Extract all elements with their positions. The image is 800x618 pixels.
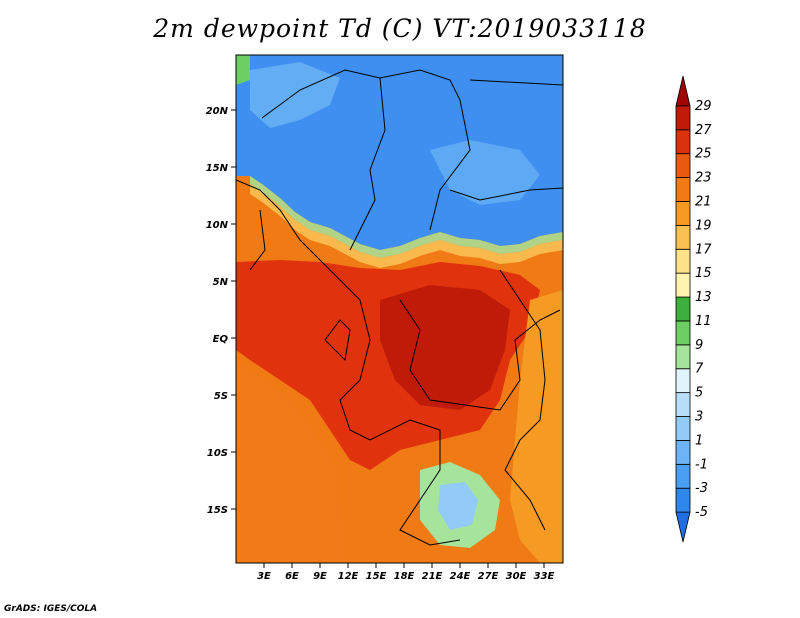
colorbar-swatch	[675, 487, 691, 513]
lat-label: 5N	[213, 277, 229, 288]
colorbar-label: -1	[695, 457, 708, 472]
lon-label: 21E	[422, 571, 443, 582]
lon-label: 6E	[285, 571, 299, 582]
colorbar-swatch	[675, 511, 691, 543]
country-borders	[236, 69, 563, 546]
border-line	[469, 79, 563, 86]
lon-label: 12E	[338, 571, 359, 582]
dry-region-paleblue-2	[430, 140, 540, 205]
border-line	[324, 319, 351, 362]
border-line	[249, 209, 266, 271]
lat-label: 15S	[207, 505, 228, 516]
colorbar-label: 3	[695, 410, 703, 425]
border-line	[399, 299, 561, 411]
colorbar-label: 5	[695, 386, 703, 401]
colorbar-label: 21	[695, 194, 712, 209]
lon-label: 24E	[450, 571, 471, 582]
lon-label: 3E	[257, 571, 271, 582]
colorbar-swatch	[675, 248, 691, 274]
colorbar-label: 29	[695, 99, 712, 114]
southern-dry-core	[438, 482, 478, 530]
colorbar-label: 15	[695, 266, 712, 281]
lat-label: 15N	[206, 163, 229, 174]
colorbar-label: 7	[695, 362, 704, 377]
lon-label: 15E	[366, 571, 387, 582]
colorbar-label: 25	[695, 147, 712, 162]
colorbar-swatch	[675, 296, 691, 322]
lat-label: EQ	[213, 334, 229, 345]
humid-core-darkred	[380, 285, 510, 410]
border-line	[449, 187, 563, 201]
colorbar-swatch	[675, 75, 691, 107]
colorbar-swatch	[675, 201, 691, 226]
border-line	[349, 77, 386, 251]
colorbar-swatch	[675, 463, 691, 489]
colorbar-swatch	[675, 344, 691, 370]
lon-label: 27E	[478, 571, 499, 582]
colorbar-label: 19	[695, 218, 712, 233]
colorbar-label: 9	[695, 338, 703, 353]
colorbar-swatch	[675, 177, 691, 202]
map-title: 2m dewpoint Td (C) VT:2019033118	[153, 14, 647, 43]
dewpoint-field	[236, 55, 563, 563]
lon-label: 18E	[394, 571, 415, 582]
grads-credit: GrADS: IGES/COLA	[4, 604, 98, 614]
border-line	[236, 179, 321, 261]
colorbar-label: 23	[695, 171, 712, 186]
colorbar-swatch	[675, 320, 691, 346]
colorbar-label: -3	[695, 481, 708, 496]
lat-label: 20N	[206, 106, 229, 117]
colorbar-swatch	[675, 129, 691, 155]
transition-green	[236, 55, 250, 85]
colorbar-label: 13	[695, 290, 712, 305]
lon-label: 9E	[313, 571, 327, 582]
colorbar-label: 11	[695, 314, 712, 329]
border-line	[319, 259, 461, 546]
lon-label: 30E	[506, 571, 527, 582]
lat-axis: 20N 15N 10N 5N EQ 5S 10S 15S	[206, 106, 236, 516]
lat-label: 5S	[214, 391, 228, 402]
colorbar-label: 27	[695, 123, 712, 138]
dry-region-paleblue	[250, 62, 340, 128]
colorbar-swatch	[675, 153, 691, 178]
colorbar-label: 1	[695, 433, 703, 448]
border-line	[499, 269, 546, 531]
lat-label: 10N	[206, 220, 229, 231]
lon-label: 33E	[534, 571, 555, 582]
colorbar-label: 17	[695, 242, 712, 257]
eastern-orange	[510, 290, 563, 563]
colorbar-swatch	[675, 440, 691, 465]
lat-label: 10S	[207, 448, 228, 459]
border-line	[261, 69, 471, 231]
lon-axis: 3E 6E 9E 12E 15E 18E 21E 24E 27E 30E 33E	[257, 563, 555, 582]
colorbar-swatch	[675, 105, 691, 131]
ocean-orange	[236, 360, 345, 563]
colorbar-label: -5	[695, 505, 708, 520]
map-frame	[235, 54, 564, 564]
colorbar-swatch	[675, 416, 691, 441]
colorbar-swatch	[675, 368, 691, 394]
colorbar-swatch	[675, 392, 691, 417]
colorbar-swatch	[675, 272, 691, 298]
colorbar-swatch	[675, 224, 691, 250]
